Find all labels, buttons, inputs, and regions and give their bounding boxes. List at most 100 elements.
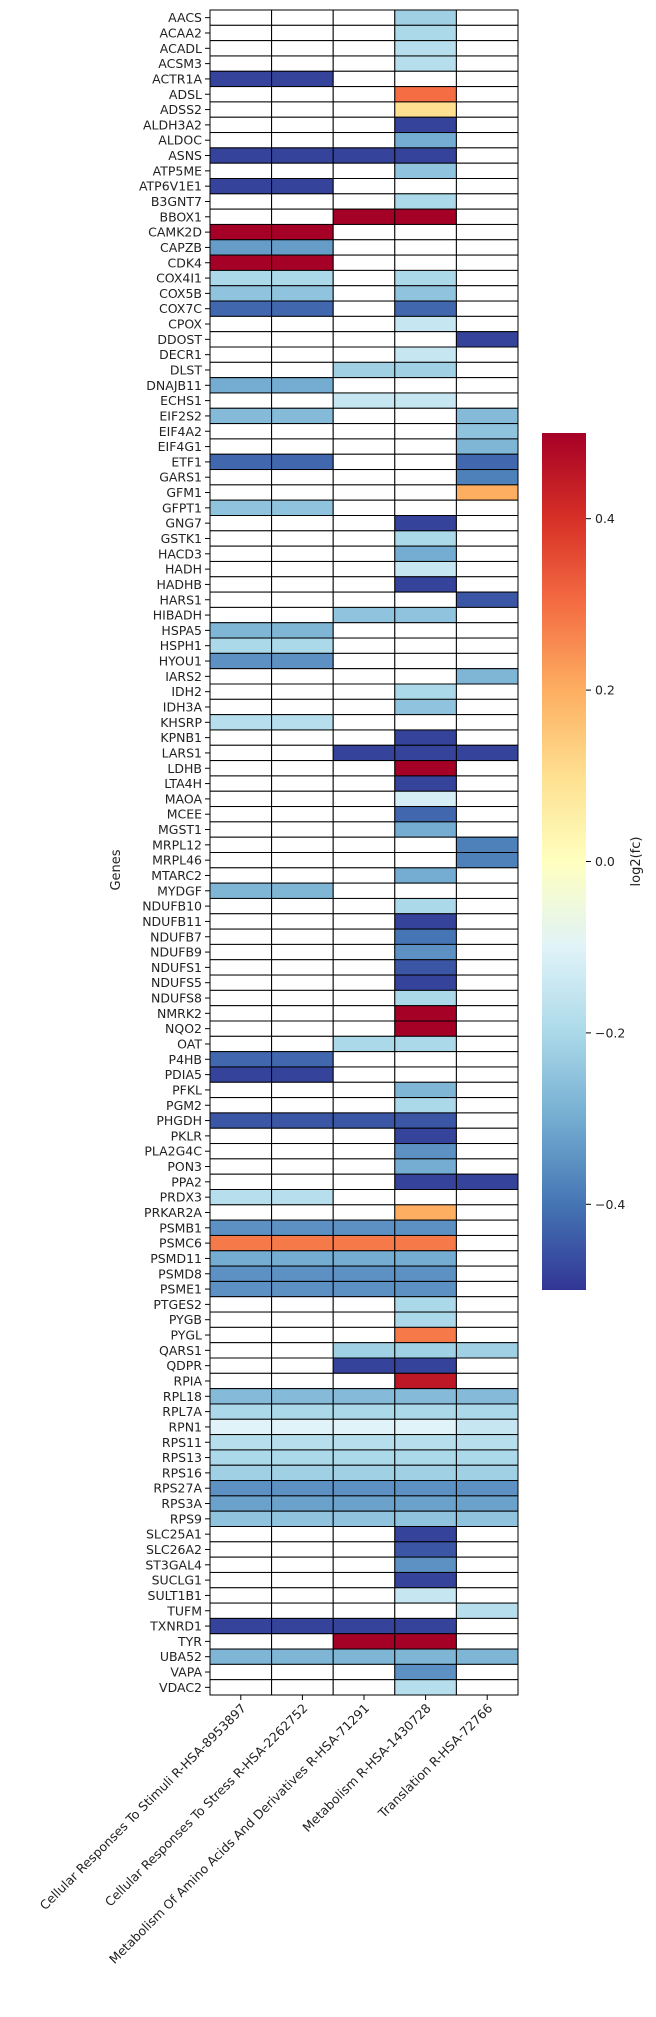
- heatmap-cell: [394, 1602, 457, 1619]
- heatmap-cell: [332, 591, 396, 608]
- heatmap-cell: [332, 637, 396, 654]
- column-tick-labels: Cellular Responses To Stimuli R-HSA-8953…: [37, 1695, 495, 1967]
- gene-label: MTARC2: [151, 868, 202, 883]
- heatmap-cell: [394, 162, 457, 180]
- heatmap-cell: [332, 1617, 396, 1635]
- heatmap-cell: [394, 300, 457, 317]
- heatmap-cell: [455, 959, 519, 976]
- gene-label: NMRK2: [157, 1006, 202, 1021]
- heatmap-cell: [209, 1204, 273, 1221]
- heatmap-cell: [394, 652, 457, 670]
- heatmap-cell: [455, 1480, 519, 1497]
- heatmap-cell: [332, 1541, 396, 1558]
- heatmap-cell: [455, 1602, 519, 1619]
- heatmap-cell: [394, 622, 457, 639]
- heatmap-cell: [209, 392, 273, 409]
- heatmap-cell: [332, 744, 396, 762]
- colorbar: 0.4 0.2 0.0 −0.2 −0.4 log2(fc): [542, 433, 644, 1290]
- heatmap-cell: [209, 1480, 273, 1497]
- colorbar-ticks: 0.4 0.2 0.0 −0.2 −0.4: [586, 511, 625, 1212]
- heatmap-cell: [271, 1372, 334, 1390]
- heatmap-cell: [455, 40, 519, 57]
- heatmap-cell: [209, 239, 273, 256]
- heatmap-cell: [455, 729, 519, 746]
- gene-tick-labels: AACSACAA2ACADLACSM3ACTR1AADSLADSS2ALDH3A…: [139, 10, 210, 1695]
- gene-label: RPS9: [170, 1511, 202, 1526]
- heatmap-cell: [209, 882, 273, 899]
- heatmap-cell: [271, 392, 334, 409]
- heatmap-cell: [271, 744, 334, 762]
- gene-label: ADSS2: [160, 102, 202, 117]
- heatmap-cell: [271, 377, 334, 394]
- heatmap-cell: [455, 1633, 519, 1650]
- heatmap-cell: [332, 1081, 396, 1099]
- heatmap-cell: [332, 714, 396, 731]
- gene-label: PPA2: [171, 1174, 202, 1189]
- heatmap-cell: [394, 1234, 457, 1252]
- heatmap-cell: [332, 55, 396, 72]
- heatmap-cell: [271, 1418, 334, 1436]
- heatmap-cell: [209, 116, 273, 134]
- gene-label: HARS1: [159, 592, 202, 607]
- heatmap-cell: [332, 86, 396, 103]
- heatmap-cell: [332, 515, 396, 532]
- heatmap-cell: [455, 698, 519, 716]
- heatmap-cell: [455, 1173, 519, 1190]
- heatmap-cell: [332, 1587, 396, 1604]
- colorbar-tick-label: 0.2: [595, 683, 615, 698]
- heatmap-cell: [332, 178, 396, 195]
- heatmap-cell: [332, 1219, 396, 1236]
- heatmap-cell: [394, 1051, 457, 1068]
- heatmap-cell: [455, 1204, 519, 1221]
- heatmap-cell: [209, 928, 273, 945]
- heatmap-cell: [209, 545, 273, 562]
- heatmap-cell: [455, 1403, 519, 1420]
- gene-label: B3GNT7: [151, 194, 202, 209]
- heatmap-cell: [455, 9, 519, 26]
- heatmap-cell: [209, 132, 273, 149]
- heatmap-cell: [209, 1265, 273, 1282]
- heatmap-cell: [455, 315, 519, 333]
- heatmap-cell: [394, 147, 457, 164]
- heatmap-cell: [271, 1143, 334, 1160]
- gene-label: QARS1: [159, 1343, 202, 1358]
- gene-label: ADSL: [169, 87, 202, 102]
- heatmap-cell: [455, 897, 519, 915]
- heatmap-cell: [209, 974, 273, 991]
- heatmap-cell: [209, 1066, 273, 1083]
- heatmap-cell: [271, 1571, 334, 1589]
- heatmap-cell: [394, 469, 457, 486]
- heatmap-cell: [271, 1051, 334, 1068]
- gene-label: PHGDH: [156, 1113, 202, 1128]
- heatmap-cell: [332, 269, 396, 287]
- gene-label: ACTR1A: [152, 71, 202, 86]
- gene-label: GARS1: [159, 470, 202, 485]
- heatmap-cell: [209, 1663, 273, 1681]
- heatmap-cell: [394, 1280, 457, 1298]
- heatmap-cell: [455, 269, 519, 287]
- heatmap-cell: [271, 1265, 334, 1282]
- heatmap-cell: [209, 1449, 273, 1466]
- gene-label: LARS1: [162, 745, 202, 760]
- heatmap-cell: [455, 1189, 519, 1206]
- gene-label: SULT1B1: [148, 1588, 202, 1603]
- heatmap-cell: [209, 637, 273, 654]
- heatmap-cell: [271, 867, 334, 884]
- heatmap-cell: [209, 1173, 273, 1190]
- heatmap-cell: [332, 729, 396, 746]
- heatmap-cell: [394, 1418, 457, 1436]
- heatmap-cell: [332, 1158, 396, 1175]
- heatmap-cell: [455, 499, 519, 517]
- heatmap-cell: [394, 1081, 457, 1099]
- heatmap-cell: [455, 1280, 519, 1298]
- heatmap-cell: [332, 24, 396, 42]
- heatmap-cell: [455, 515, 519, 532]
- heatmap-cell: [271, 760, 334, 777]
- heatmap-cell: [271, 714, 334, 731]
- heatmap-cell: [394, 1265, 457, 1282]
- gene-label: HIBADH: [153, 608, 202, 623]
- heatmap-cell: [332, 208, 396, 225]
- heatmap-cell: [332, 897, 396, 915]
- heatmap-cell: [271, 1097, 334, 1114]
